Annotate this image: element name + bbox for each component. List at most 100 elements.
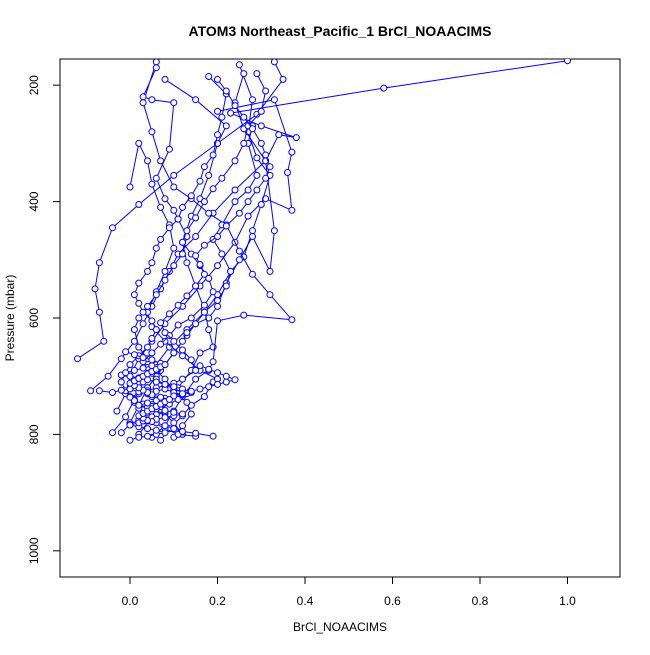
data-point	[95, 259, 103, 267]
data-point	[179, 250, 186, 258]
data-point	[235, 209, 243, 217]
data-point	[152, 426, 160, 434]
data-point	[170, 349, 178, 357]
data-point	[130, 366, 138, 374]
data-point	[152, 244, 160, 252]
data-point	[161, 380, 169, 388]
data-point	[91, 285, 99, 293]
data-point	[109, 429, 116, 437]
data-point	[205, 209, 213, 217]
data-point	[214, 317, 221, 325]
data-point	[165, 145, 173, 153]
data-point	[135, 343, 143, 351]
data-point	[240, 113, 248, 121]
data-point	[148, 356, 156, 364]
data-point	[209, 185, 217, 193]
data-point	[170, 408, 178, 416]
data-point	[262, 174, 270, 182]
y-tick-label: 1000	[27, 537, 41, 564]
data-point	[244, 198, 252, 206]
data-point	[152, 174, 160, 182]
data-point	[253, 70, 261, 78]
data-point	[126, 361, 134, 369]
x-tick-label: 0.0	[122, 594, 139, 608]
data-point	[249, 233, 256, 240]
data-point	[205, 314, 213, 322]
data-point	[187, 387, 195, 395]
profile-11	[117, 73, 230, 440]
data-point	[139, 93, 147, 101]
data-point	[257, 107, 265, 115]
data-point	[183, 227, 191, 235]
y-tick-label: 600	[27, 308, 41, 328]
data-point	[209, 358, 217, 366]
data-point	[196, 385, 204, 393]
data-point	[240, 311, 248, 319]
data-point	[152, 378, 160, 386]
data-point	[170, 244, 178, 252]
data-point	[179, 203, 186, 211]
data-point	[161, 414, 169, 421]
data-point	[135, 201, 143, 208]
data-point	[152, 291, 160, 299]
data-point	[183, 398, 191, 406]
data-point	[227, 267, 235, 275]
data-point	[192, 96, 200, 104]
data-point	[288, 316, 296, 324]
data-point	[192, 252, 200, 260]
data-point	[161, 329, 169, 337]
data-point	[179, 337, 186, 345]
data-point	[214, 369, 221, 377]
data-point	[148, 334, 156, 342]
plot-area-border	[59, 58, 621, 578]
data-point	[165, 224, 173, 232]
data-point	[157, 235, 165, 243]
data-point	[564, 59, 571, 65]
data-point	[179, 410, 186, 418]
data-point	[200, 301, 208, 309]
data-point	[74, 355, 81, 363]
data-point	[266, 291, 274, 299]
data-point	[148, 128, 156, 136]
data-point	[200, 163, 208, 171]
data-point	[139, 364, 147, 372]
data-point	[192, 429, 200, 437]
data-point	[144, 399, 151, 407]
data-point	[240, 139, 248, 147]
data-point	[170, 183, 178, 191]
data-point	[170, 337, 178, 345]
data-point	[135, 279, 143, 287]
x-tick-label: 0.4	[297, 594, 314, 608]
data-point	[192, 233, 200, 240]
data-point	[165, 310, 173, 318]
data-point	[209, 151, 217, 159]
data-point	[270, 227, 278, 235]
data-point	[209, 432, 217, 440]
data-point	[126, 421, 134, 429]
data-point	[126, 393, 134, 401]
data-point	[253, 186, 261, 194]
series-layer	[74, 59, 571, 444]
data-point	[148, 180, 156, 188]
data-point	[130, 326, 138, 334]
data-point	[135, 299, 143, 307]
profile-14	[95, 348, 195, 399]
data-point	[240, 70, 248, 78]
data-point	[200, 308, 208, 316]
data-point	[161, 429, 169, 437]
data-point	[144, 302, 151, 310]
data-point	[262, 151, 270, 159]
data-point	[135, 139, 143, 147]
data-point	[214, 297, 221, 304]
data-point	[218, 174, 226, 182]
data-point	[205, 383, 213, 391]
data-point	[266, 163, 274, 171]
data-point	[179, 352, 186, 360]
data-point	[214, 302, 221, 310]
data-point	[170, 383, 178, 391]
data-point	[222, 222, 230, 230]
data-point	[117, 429, 125, 437]
data-point	[139, 354, 147, 362]
y-tick-label: 800	[27, 424, 41, 444]
data-point	[200, 241, 208, 249]
